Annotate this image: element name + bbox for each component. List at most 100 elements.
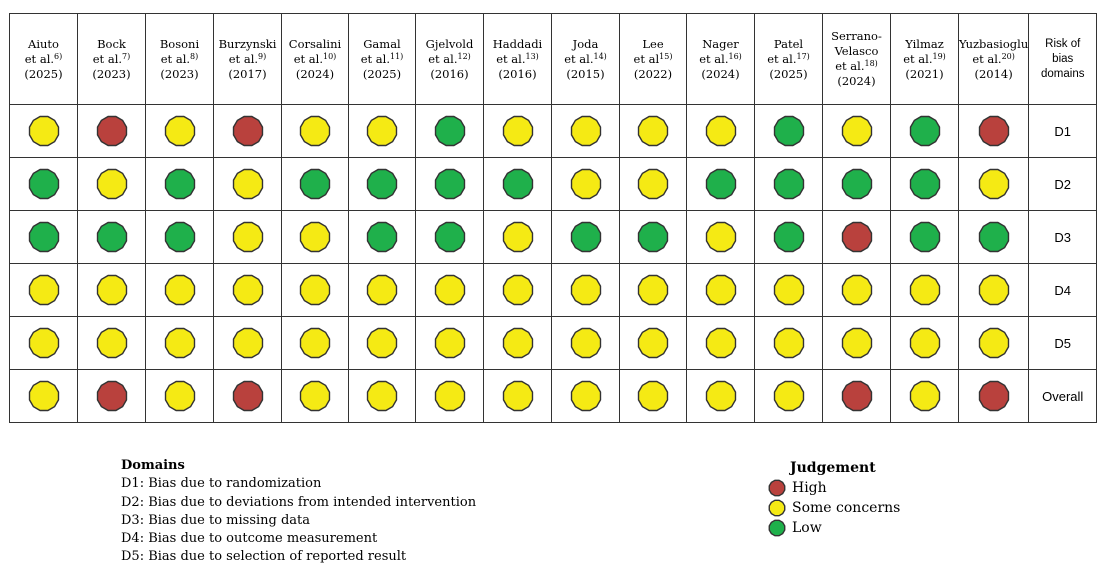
judgement-cell <box>415 263 484 317</box>
judgement-some-dot <box>163 379 197 413</box>
judgement-some-dot <box>636 273 670 307</box>
judgement-some-dot <box>365 379 399 413</box>
judgement-legend-label: Low <box>792 520 822 536</box>
judgement-low-dot <box>501 167 535 201</box>
reference-number: 14) <box>593 51 607 61</box>
study-header-text: (2024) <box>837 74 876 88</box>
judgement-low-dot <box>977 220 1011 254</box>
judgement-some-dot <box>908 379 942 413</box>
judgement-cell <box>415 369 484 423</box>
domains-column-header-text: domains <box>1041 67 1085 80</box>
judgement-some-dot <box>977 273 1011 307</box>
judgement-some-dot <box>704 220 738 254</box>
judgement-some-dot <box>365 273 399 307</box>
judgement-low-dot <box>433 167 467 201</box>
judgement-cell <box>77 369 146 423</box>
judgement-cell <box>957 369 1030 423</box>
judgement-cell <box>145 316 214 370</box>
judgement-cell <box>754 316 823 370</box>
judgement-cell <box>957 157 1030 211</box>
judgement-some-dot <box>298 114 332 148</box>
study-header-text: et al. <box>496 51 526 66</box>
judgement-some-dot <box>231 220 265 254</box>
judgement-some-dot <box>231 326 265 360</box>
judgement-cell <box>686 157 755 211</box>
domains-legend-item: D3: Bias due to missing data <box>121 512 311 528</box>
study-header: Lee et al15) (2022) <box>619 13 687 105</box>
judgement-some-dot <box>977 326 1011 360</box>
judgement-cell <box>686 104 755 158</box>
study-header-text: et al. <box>293 51 323 66</box>
judgement-some-dot <box>840 114 874 148</box>
judgement-cell <box>822 157 891 211</box>
study-header-text: Velasco <box>834 44 879 58</box>
domains-legend-item: D5: Bias due to selection of reported re… <box>121 549 407 565</box>
domain-label: D2 <box>1028 157 1098 211</box>
judgement-some-dot <box>636 114 670 148</box>
judgement-cell <box>213 210 282 264</box>
judgement-cell <box>483 369 552 423</box>
domain-label: Overall <box>1028 369 1098 423</box>
judgement-some-dot <box>977 167 1011 201</box>
judgement-cell <box>890 104 959 158</box>
judgement-cell <box>686 210 755 264</box>
judgement-cell <box>890 263 959 317</box>
judgement-cell <box>145 104 214 158</box>
judgement-cell <box>483 316 552 370</box>
judgement-some-dot <box>501 379 535 413</box>
judgement-cell <box>822 369 891 423</box>
judgement-cell <box>348 316 416 370</box>
reference-number: 11) <box>389 51 404 61</box>
judgement-legend-item: Some concerns <box>767 498 900 518</box>
domain-row: D4 <box>9 263 1098 317</box>
judgement-some-dot <box>569 273 603 307</box>
judgement-cell <box>281 157 349 211</box>
judgement-cell <box>619 369 687 423</box>
domain-row: D2 <box>9 157 1098 211</box>
study-header: Gjelvold et al.12) (2016) <box>415 13 484 105</box>
judgement-cell <box>348 157 416 211</box>
study-header-text: Corsalini <box>288 36 342 51</box>
judgement-low-dot <box>772 167 806 201</box>
judgement-cell <box>619 104 687 158</box>
judgement-some-dot <box>27 273 61 307</box>
judgement-some-dot <box>365 114 399 148</box>
judgement-low-dot <box>772 220 806 254</box>
reference-number: 16) <box>728 51 742 61</box>
judgement-high-dot <box>977 114 1011 148</box>
judgement-cell <box>822 316 891 370</box>
domains-legend-title: Domains <box>121 458 185 473</box>
study-header-text: Aiuto <box>28 36 59 51</box>
judgement-cell <box>754 210 823 264</box>
judgement-some-dot <box>298 326 332 360</box>
judgement-cell <box>890 316 959 370</box>
study-header-text: (2025) <box>24 66 63 81</box>
study-header: Joda et al.14) (2015) <box>551 13 620 105</box>
judgement-cell <box>77 316 146 370</box>
judgement-some-dot <box>772 326 806 360</box>
study-header: Bock et al.7) (2023) <box>77 13 146 105</box>
judgement-some-dot <box>908 273 942 307</box>
study-header: Nager et al.16) (2024) <box>686 13 755 105</box>
judgement-legend-item: Low <box>767 518 900 538</box>
study-header-text: et al. <box>767 51 797 66</box>
judgement-cell <box>348 369 416 423</box>
judgement-some-dot <box>704 273 738 307</box>
judgement-cell <box>9 104 78 158</box>
study-header-text: (2022) <box>633 66 673 81</box>
domain-label: D1 <box>1028 104 1098 158</box>
study-header: Haddadi et al.13) (2016) <box>483 13 552 105</box>
judgement-cell <box>9 369 78 423</box>
judgement-low-dot <box>772 114 806 148</box>
judgement-some-dot <box>501 114 535 148</box>
judgement-cell <box>551 316 620 370</box>
judgement-high-dot <box>95 114 129 148</box>
judgement-legend: Judgement High Some concerns Low <box>767 458 900 538</box>
judgement-cell <box>77 157 146 211</box>
judgement-some-dot <box>840 326 874 360</box>
judgement-some-dot <box>27 326 61 360</box>
study-header-text: (2023) <box>92 66 131 81</box>
reference-number: 15) <box>659 51 673 61</box>
study-header-text: Haddadi <box>492 36 543 51</box>
judgement-cell <box>619 263 687 317</box>
